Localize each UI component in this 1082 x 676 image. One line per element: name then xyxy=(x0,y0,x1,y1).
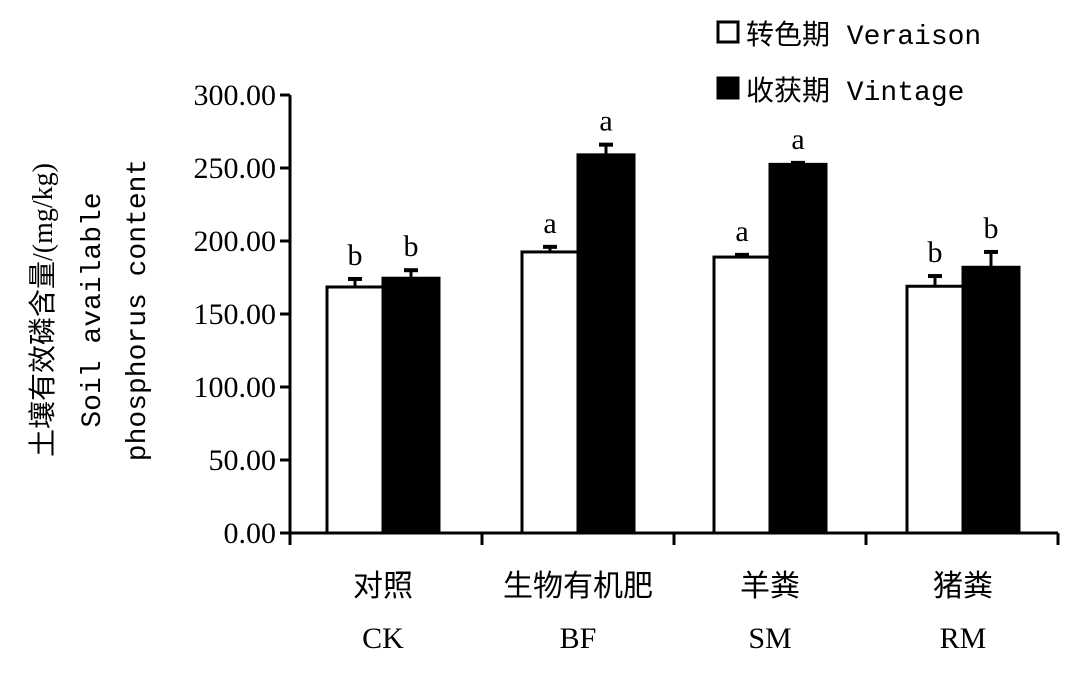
significance-label: b xyxy=(928,236,943,269)
y-tick-label: 300.00 xyxy=(194,79,277,112)
bar-vintage xyxy=(768,162,828,535)
y-tick-label: 200.00 xyxy=(194,225,277,258)
significance-label: b xyxy=(984,212,999,245)
significance-label: a xyxy=(599,105,612,138)
bar-veraison xyxy=(520,250,580,535)
y-tick-label: 150.00 xyxy=(194,298,277,331)
x-category-label-en: RM xyxy=(940,622,987,655)
bars: b a a b b a a b xyxy=(325,105,1021,535)
y-label-line-en1: Soil available xyxy=(78,192,109,427)
legend-label-vintage: 收获期 Vintage xyxy=(746,75,964,109)
y-tick-label: 250.00 xyxy=(194,152,277,185)
significance-label: a xyxy=(791,123,804,156)
x-category-label-cn: 猪粪 xyxy=(933,570,993,603)
significance-label: b xyxy=(348,239,363,272)
legend-swatch-vintage xyxy=(716,76,740,100)
y-label-line-en2: phosphorus content xyxy=(123,159,154,461)
y-tick-label: 0.00 xyxy=(224,517,277,550)
x-category-label-en: CK xyxy=(362,622,404,655)
y-axis: 0.00 50.00 100.00 150.00 200.00 250.00 300.00 xyxy=(194,79,292,550)
significance-label: b xyxy=(404,230,419,263)
bar-veraison xyxy=(712,255,772,535)
y-tick-label: 50.00 xyxy=(209,444,277,477)
x-category-label-en: BF xyxy=(560,622,597,655)
bar-vintage xyxy=(961,265,1021,535)
bar-veraison xyxy=(325,285,385,535)
x-axis: 对照 CK 生物有机肥 BF 羊粪 SM 猪粪 RM xyxy=(288,531,1060,655)
legend-swatch-veraison xyxy=(716,20,740,44)
y-axis-label: 土壤有效磷含量/(mg/kg) Soil available phosphoru… xyxy=(27,159,154,461)
y-label-line-cn: 土壤有效磷含量/(mg/kg) xyxy=(27,163,59,457)
bar-veraison xyxy=(905,284,965,535)
bar-vintage xyxy=(576,153,636,535)
x-category-label-en: SM xyxy=(748,622,791,655)
x-category-label-cn: 羊粪 xyxy=(740,570,800,603)
legend: 转色期 Veraison 收获期 Vintage xyxy=(716,19,981,109)
legend-label-veraison: 转色期 Veraison xyxy=(746,19,981,53)
significance-label: a xyxy=(735,215,748,248)
x-category-label-cn: 生物有机肥 xyxy=(503,570,653,603)
significance-label: a xyxy=(543,207,556,240)
bar-vintage xyxy=(381,276,441,535)
x-category-label-cn: 对照 xyxy=(353,570,413,603)
y-tick-label: 100.00 xyxy=(194,371,277,404)
